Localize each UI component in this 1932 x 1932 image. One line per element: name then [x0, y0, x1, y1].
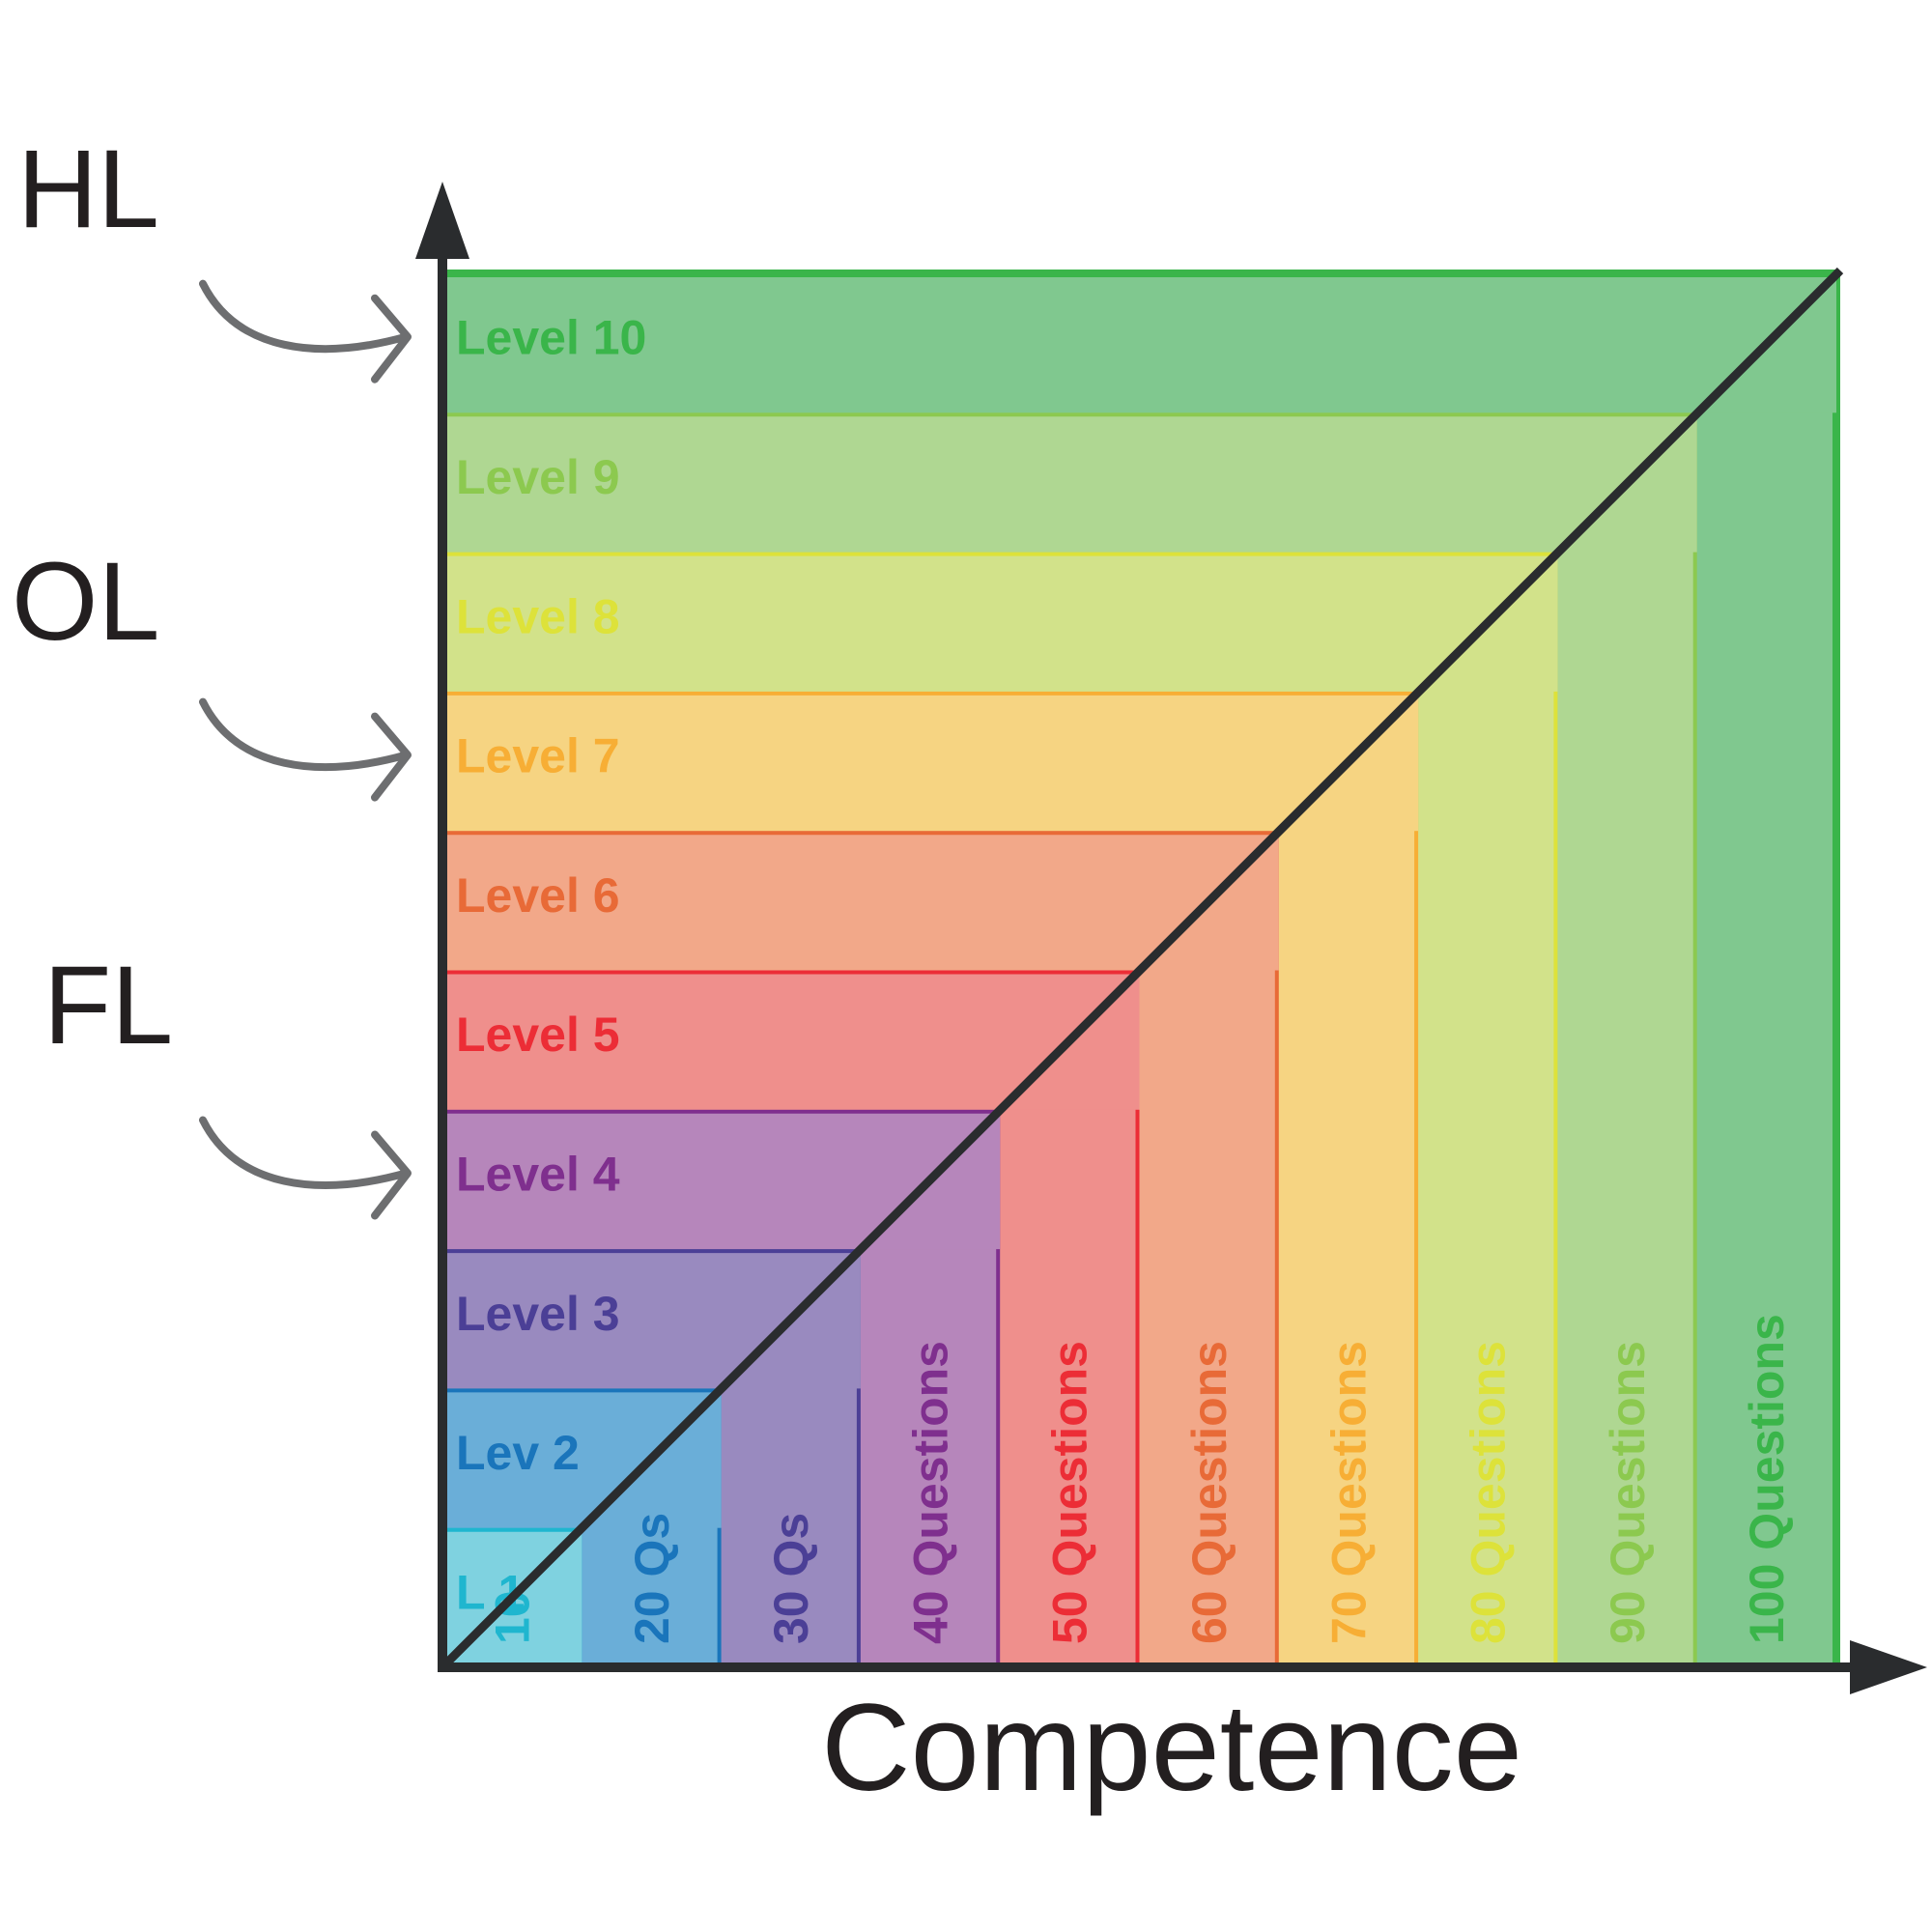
question-label-90-questions: 90 Questions — [1601, 1341, 1655, 1644]
row-level-10 — [442, 273, 1836, 413]
question-label-60-questions: 60 Questions — [1182, 1341, 1236, 1644]
row-level-4 — [442, 1109, 1001, 1250]
x-axis-arrowhead — [1850, 1640, 1927, 1694]
row-level-7 — [442, 691, 1419, 832]
side-label-ol: OL — [12, 540, 159, 664]
level-label-2: Lev 2 — [456, 1426, 580, 1480]
level-label-9: Level 9 — [456, 450, 620, 504]
question-label-40-questions: 40 Questions — [903, 1341, 957, 1644]
diagonal-line — [442, 267, 1844, 1667]
column-level-8 — [1418, 552, 1558, 1667]
level-label-5: Level 5 — [456, 1008, 620, 1062]
question-label-30-qs: 30 Qs — [764, 1513, 818, 1644]
level-label-4: Level 4 — [456, 1147, 620, 1201]
level-label-10: Level 10 — [456, 311, 646, 365]
side-label-fl: FL — [43, 944, 173, 1067]
question-label-80-questions: 80 Questions — [1462, 1341, 1516, 1644]
level-label-8: Level 8 — [456, 589, 620, 643]
question-label-100-questions: 100 Questions — [1740, 1314, 1794, 1644]
curved-arrow-head-ol — [371, 712, 412, 802]
curved-arrows — [199, 279, 412, 1220]
curved-arrow-hl — [199, 279, 410, 354]
column-level-7 — [1278, 691, 1419, 1667]
curved-arrow-head-fl — [371, 1130, 412, 1220]
column-level-10 — [1696, 273, 1836, 1667]
curved-arrow-ol — [199, 697, 410, 771]
row-level-8 — [442, 552, 1558, 692]
column-level-9 — [1557, 412, 1697, 1667]
level-label-6: Level 6 — [456, 868, 620, 923]
level-label-3: Level 3 — [456, 1287, 620, 1341]
question-label-50-questions: 50 Questions — [1043, 1341, 1097, 1644]
question-label-20-qs: 20 Qs — [625, 1513, 679, 1644]
side-label-hl: HL — [17, 128, 159, 251]
x-axis-title: Competence — [821, 1679, 1522, 1817]
row-level-2 — [442, 1388, 722, 1528]
curved-arrow-fl — [199, 1116, 410, 1189]
side-labels: HL OL FL — [12, 128, 173, 1067]
question-labels: 10 20 Qs 30 Qs 40 Questions 50 Questions 60 Q… — [485, 1314, 1794, 1644]
axes — [415, 182, 1927, 1694]
row-level-6 — [442, 831, 1279, 971]
y-axis-arrowhead — [415, 182, 469, 259]
question-label-70-questions: 70 Questions — [1321, 1341, 1376, 1644]
row-level-9 — [442, 412, 1697, 553]
curved-arrow-head-hl — [371, 294, 412, 384]
level-label-7: Level 7 — [456, 729, 620, 783]
